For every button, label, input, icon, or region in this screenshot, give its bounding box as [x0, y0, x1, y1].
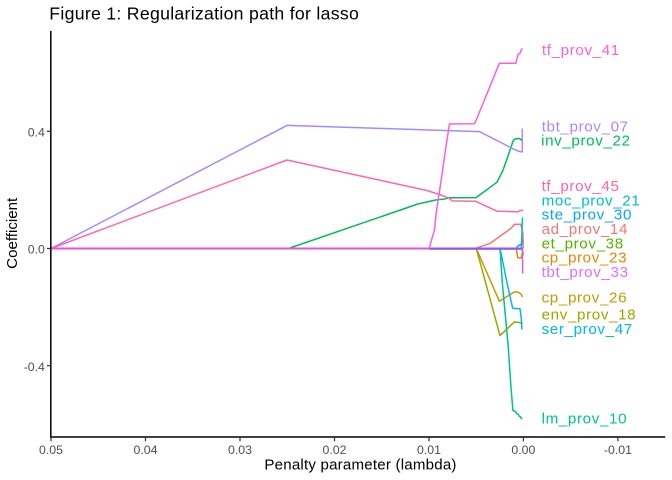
svg-text:Penalty parameter (lambda): Penalty parameter (lambda)	[264, 457, 456, 474]
svg-text:0.03: 0.03	[228, 443, 252, 457]
svg-text:tbt_prov_33: tbt_prov_33	[542, 264, 629, 281]
svg-text:cp_prov_26: cp_prov_26	[542, 290, 628, 307]
svg-text:moc_prov_21: moc_prov_21	[542, 192, 641, 209]
svg-text:ad_prov_14: ad_prov_14	[542, 221, 628, 238]
svg-text:0.00: 0.00	[511, 443, 535, 457]
svg-text:0.05: 0.05	[39, 443, 63, 457]
svg-text:-0.01: -0.01	[604, 443, 632, 457]
svg-text:tf_prov_41: tf_prov_41	[542, 42, 620, 59]
svg-text:ser_prov_47: ser_prov_47	[542, 321, 633, 338]
svg-text:0.0: 0.0	[28, 243, 45, 257]
svg-text:0.01: 0.01	[417, 443, 441, 457]
svg-text:tf_prov_45: tf_prov_45	[542, 178, 620, 195]
svg-text:Coefficient: Coefficient	[4, 197, 21, 269]
svg-text:env_prov_18: env_prov_18	[542, 307, 637, 324]
svg-text:et_prov_38: et_prov_38	[542, 235, 624, 252]
svg-text:tbt_prov_07: tbt_prov_07	[542, 118, 629, 135]
svg-text:0.02: 0.02	[323, 443, 347, 457]
svg-text:cp_prov_23: cp_prov_23	[542, 250, 628, 267]
svg-text:lm_prov_10: lm_prov_10	[542, 411, 628, 428]
svg-text:ste_prov_30: ste_prov_30	[542, 207, 632, 224]
svg-text:0.04: 0.04	[134, 443, 158, 457]
svg-text:0.4: 0.4	[28, 125, 45, 139]
svg-text:inv_prov_22: inv_prov_22	[541, 132, 631, 149]
svg-text:Figure 1: Regularization path: Figure 1: Regularization path for lasso	[49, 4, 359, 24]
svg-text:-0.4: -0.4	[24, 360, 45, 374]
